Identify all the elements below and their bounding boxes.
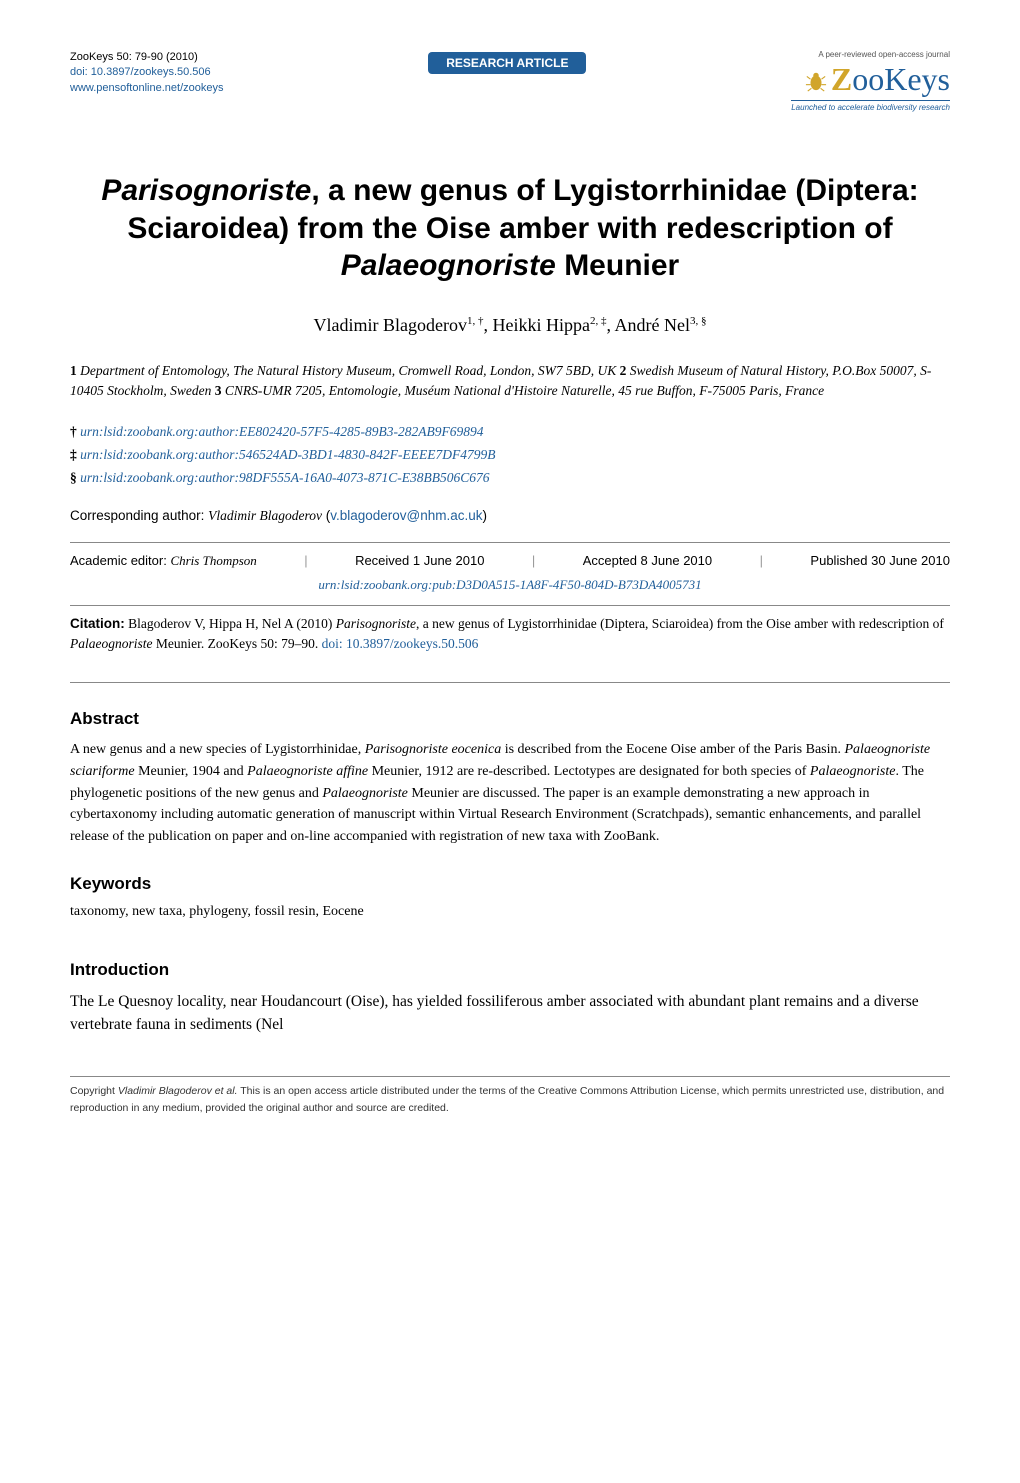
divider [70, 605, 950, 606]
corresponding-label: Corresponding author: [70, 508, 208, 523]
abs-i5: Palaeognoriste [322, 786, 408, 801]
journal-logo: ZooKeys [791, 61, 950, 98]
publication-lsid: urn:lsid:zoobank.org:pub:D3D0A515-1A8F-4… [70, 573, 950, 599]
introduction-heading: Introduction [70, 960, 950, 980]
title-genus-1: Parisognoriste [101, 174, 311, 207]
article-type-badge: RESEARCH ARTICLE [428, 52, 586, 74]
abs-i4: Palaeognoriste [810, 764, 896, 779]
divider [70, 682, 950, 683]
copyright-holders: Vladimir Blagoderov et al. [118, 1085, 238, 1097]
abs-p1b: is described from the Eocene Oise amber … [501, 742, 844, 757]
author-2-name: Heikki Hippa [492, 315, 589, 335]
corresponding-email-link[interactable]: v.blagoderov@nhm.ac.uk [330, 508, 482, 523]
accepted-date: Accepted 8 June 2010 [583, 553, 712, 569]
abs-i1: Parisognoriste eocenica [365, 742, 501, 757]
citation-block: Citation: Blagoderov V, Hippa H, Nel A (… [70, 614, 950, 655]
lsid-sym-1: † [70, 424, 77, 439]
lsid-link-3[interactable]: urn:lsid:zoobank.org:author:98DF555A-16A… [80, 470, 489, 485]
citation-ital-2: Palaeognoriste [70, 636, 153, 651]
divider [70, 542, 950, 543]
journal-tagline: Launched to accelerate biodiversity rese… [791, 100, 950, 112]
author-3-sup: 3, § [690, 315, 707, 327]
editor-dates-row: Academic editor: Chris Thompson | Receiv… [70, 549, 950, 573]
footer-divider [70, 1076, 950, 1077]
citation-doi-link[interactable]: doi: 10.3897/zookeys.50.506 [322, 636, 479, 651]
citation-ital-1: Parisognoriste [336, 616, 416, 631]
header-right: A peer-reviewed open-access journal ZooK… [791, 50, 950, 112]
peer-review-label: A peer-reviewed open-access journal [791, 50, 950, 59]
corresponding-name: Vladimir Blagoderov [208, 508, 322, 523]
doi-link[interactable]: doi: 10.3897/zookeys.50.506 [70, 66, 211, 78]
abs-i3: Palaeognoriste affine [247, 764, 368, 779]
abs-p1c: Meunier, 1904 and [135, 764, 248, 779]
keywords-text: taxonomy, new taxa, phylogeny, fossil re… [70, 904, 950, 920]
author-3-name: André Nel [614, 315, 689, 335]
title-genus-2: Palaeognoriste [341, 249, 556, 282]
author-1-sup: 1, † [467, 315, 484, 327]
received-date: Received 1 June 2010 [355, 553, 484, 569]
header-left: ZooKeys 50: 79-90 (2010) doi: 10.3897/zo… [70, 50, 223, 96]
bug-icon [805, 70, 827, 92]
editor-label: Academic editor: [70, 553, 170, 568]
citation-mid-2: Meunier. ZooKeys 50: 79–90. [153, 636, 322, 651]
sep-2: | [532, 553, 535, 569]
lsid-link-2[interactable]: urn:lsid:zoobank.org:author:546524AD-3BD… [80, 447, 495, 462]
citation-pre: Blagoderov V, Hippa H, Nel A (2010) [125, 616, 336, 631]
authors-line: Vladimir Blagoderov1, †, Heikki Hippa2, … [70, 315, 950, 336]
lsid-link-1[interactable]: urn:lsid:zoobank.org:author:EE802420-57F… [80, 424, 483, 439]
sep-1: | [304, 553, 307, 569]
logo-z: Z [831, 61, 852, 98]
keywords-heading: Keywords [70, 874, 950, 894]
lsid-sym-2: ‡ [70, 447, 77, 462]
editor-name: Chris Thompson [170, 553, 256, 568]
logo-rest: ooKeys [852, 61, 950, 98]
article-title: Parisognoriste, a new genus of Lygistorr… [70, 172, 950, 285]
journal-ref: ZooKeys 50: 79-90 (2010) [70, 50, 223, 65]
author-lsids: † urn:lsid:zoobank.org:author:EE802420-5… [70, 421, 950, 490]
journal-website-link[interactable]: www.pensoftonline.net/zookeys [70, 82, 223, 94]
copyright-pre: Copyright [70, 1085, 118, 1097]
citation-mid-1: , a new genus of Lygistorrhinidae (Dipte… [416, 616, 944, 631]
aff-text-3: CNRS-UMR 7205, Entomologie, Muséum Natio… [221, 383, 824, 398]
introduction-text: The Le Quesnoy locality, near Houdancour… [70, 990, 950, 1037]
title-text-2: Meunier [556, 249, 679, 282]
abstract-text: A new genus and a new species of Lygisto… [70, 739, 950, 847]
author-1-name: Vladimir Blagoderov [314, 315, 467, 335]
editor-cell: Academic editor: Chris Thompson [70, 553, 257, 569]
sep-3: | [760, 553, 763, 569]
lsid-sym-3: § [70, 470, 77, 485]
published-date: Published 30 June 2010 [810, 553, 950, 569]
header-row: ZooKeys 50: 79-90 (2010) doi: 10.3897/zo… [70, 50, 950, 112]
affiliations: 1 Department of Entomology, The Natural … [70, 361, 950, 402]
abs-p1a: A new genus and a new species of Lygisto… [70, 742, 365, 757]
copyright-notice: Copyright Vladimir Blagoderov et al. Thi… [70, 1083, 950, 1117]
abstract-heading: Abstract [70, 709, 950, 729]
corresponding-author: Corresponding author: Vladimir Blagodero… [70, 508, 950, 524]
publication-lsid-link[interactable]: urn:lsid:zoobank.org:pub:D3D0A515-1A8F-4… [318, 577, 701, 592]
abs-p1d: Meunier, 1912 are re-described. Lectotyp… [368, 764, 810, 779]
aff-text-1: Department of Entomology, The Natural Hi… [77, 363, 620, 378]
aff-num-1: 1 [70, 363, 77, 378]
citation-label: Citation: [70, 616, 125, 631]
author-2-sup: 2, ‡ [590, 315, 607, 327]
